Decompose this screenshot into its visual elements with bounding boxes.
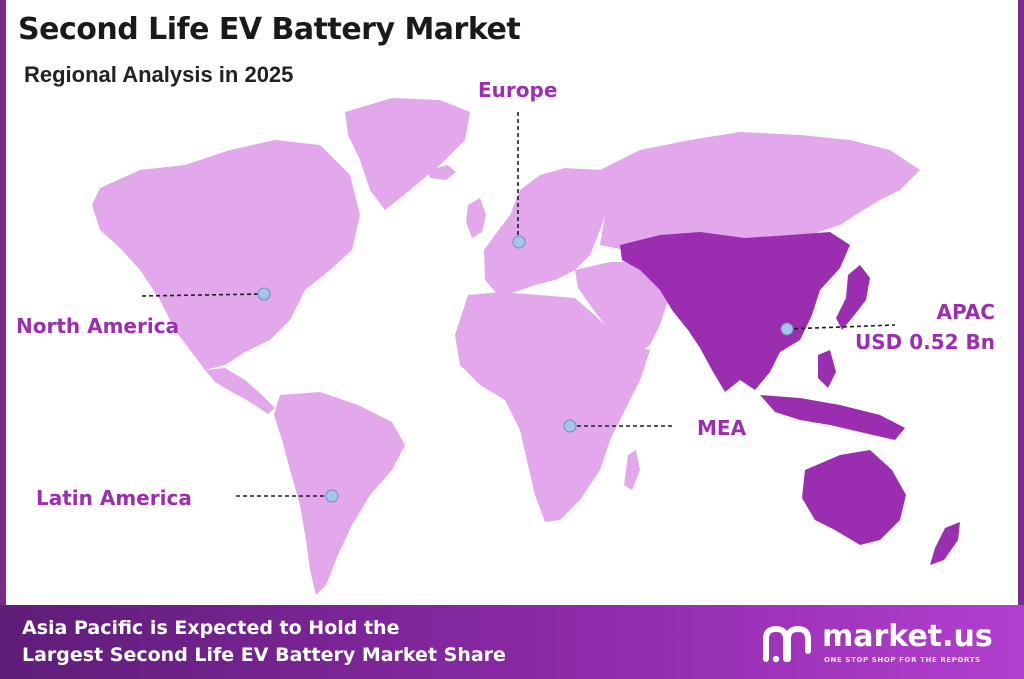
map-frame xyxy=(0,0,1024,605)
central-america-shape xyxy=(205,368,275,414)
japan-shape xyxy=(836,265,870,330)
north-america-shape xyxy=(92,140,360,370)
uk-shape xyxy=(466,198,486,238)
label-europe: Europe xyxy=(478,78,558,102)
middle-east-shape xyxy=(575,262,668,355)
label-latin-america: Latin America xyxy=(36,486,192,510)
marker-europe xyxy=(512,235,526,249)
marker-apac xyxy=(780,322,794,336)
world-map xyxy=(92,98,960,595)
iceland-shape xyxy=(428,165,456,180)
greenland-shape xyxy=(345,98,470,210)
africa-shape xyxy=(455,292,650,522)
australia-shape xyxy=(802,450,906,545)
label-apac: APAC xyxy=(936,300,995,324)
page-title: Second Life EV Battery Market xyxy=(18,12,521,47)
europe-shape xyxy=(484,168,610,295)
marker-north-america xyxy=(257,287,271,301)
madagascar-shape xyxy=(624,450,640,490)
footer-banner: Asia Pacific is Expected to Hold the Lar… xyxy=(0,605,1024,679)
marker-mea xyxy=(563,419,577,433)
label-north-america: North America xyxy=(16,314,180,338)
label-mea: MEA xyxy=(697,416,747,440)
label-apac-value: USD 0.52 Bn xyxy=(855,330,995,354)
marker-latin-america xyxy=(325,489,339,503)
sea-islands-shape xyxy=(760,395,905,440)
philippines-shape xyxy=(818,350,836,388)
leader-north-america xyxy=(141,293,264,297)
asia-pacific-shape xyxy=(620,232,850,392)
brand-mark-icon xyxy=(763,625,811,663)
brand-logo: market.us ONE STOP SHOP FOR THE REPORTS xyxy=(760,619,1010,667)
brand-name: market.us xyxy=(822,619,993,654)
page-subtitle: Regional Analysis in 2025 xyxy=(24,62,294,87)
new-zealand-shape xyxy=(930,522,960,565)
footer-headline: Asia Pacific is Expected to Hold the Lar… xyxy=(22,615,506,669)
russia-shape xyxy=(600,132,920,250)
footer-line-2: Largest Second Life EV Battery Market Sh… xyxy=(22,644,506,666)
brand-tagline: ONE STOP SHOP FOR THE REPORTS xyxy=(824,656,981,664)
south-america-shape xyxy=(274,392,405,595)
footer-line-1: Asia Pacific is Expected to Hold the xyxy=(22,617,400,639)
